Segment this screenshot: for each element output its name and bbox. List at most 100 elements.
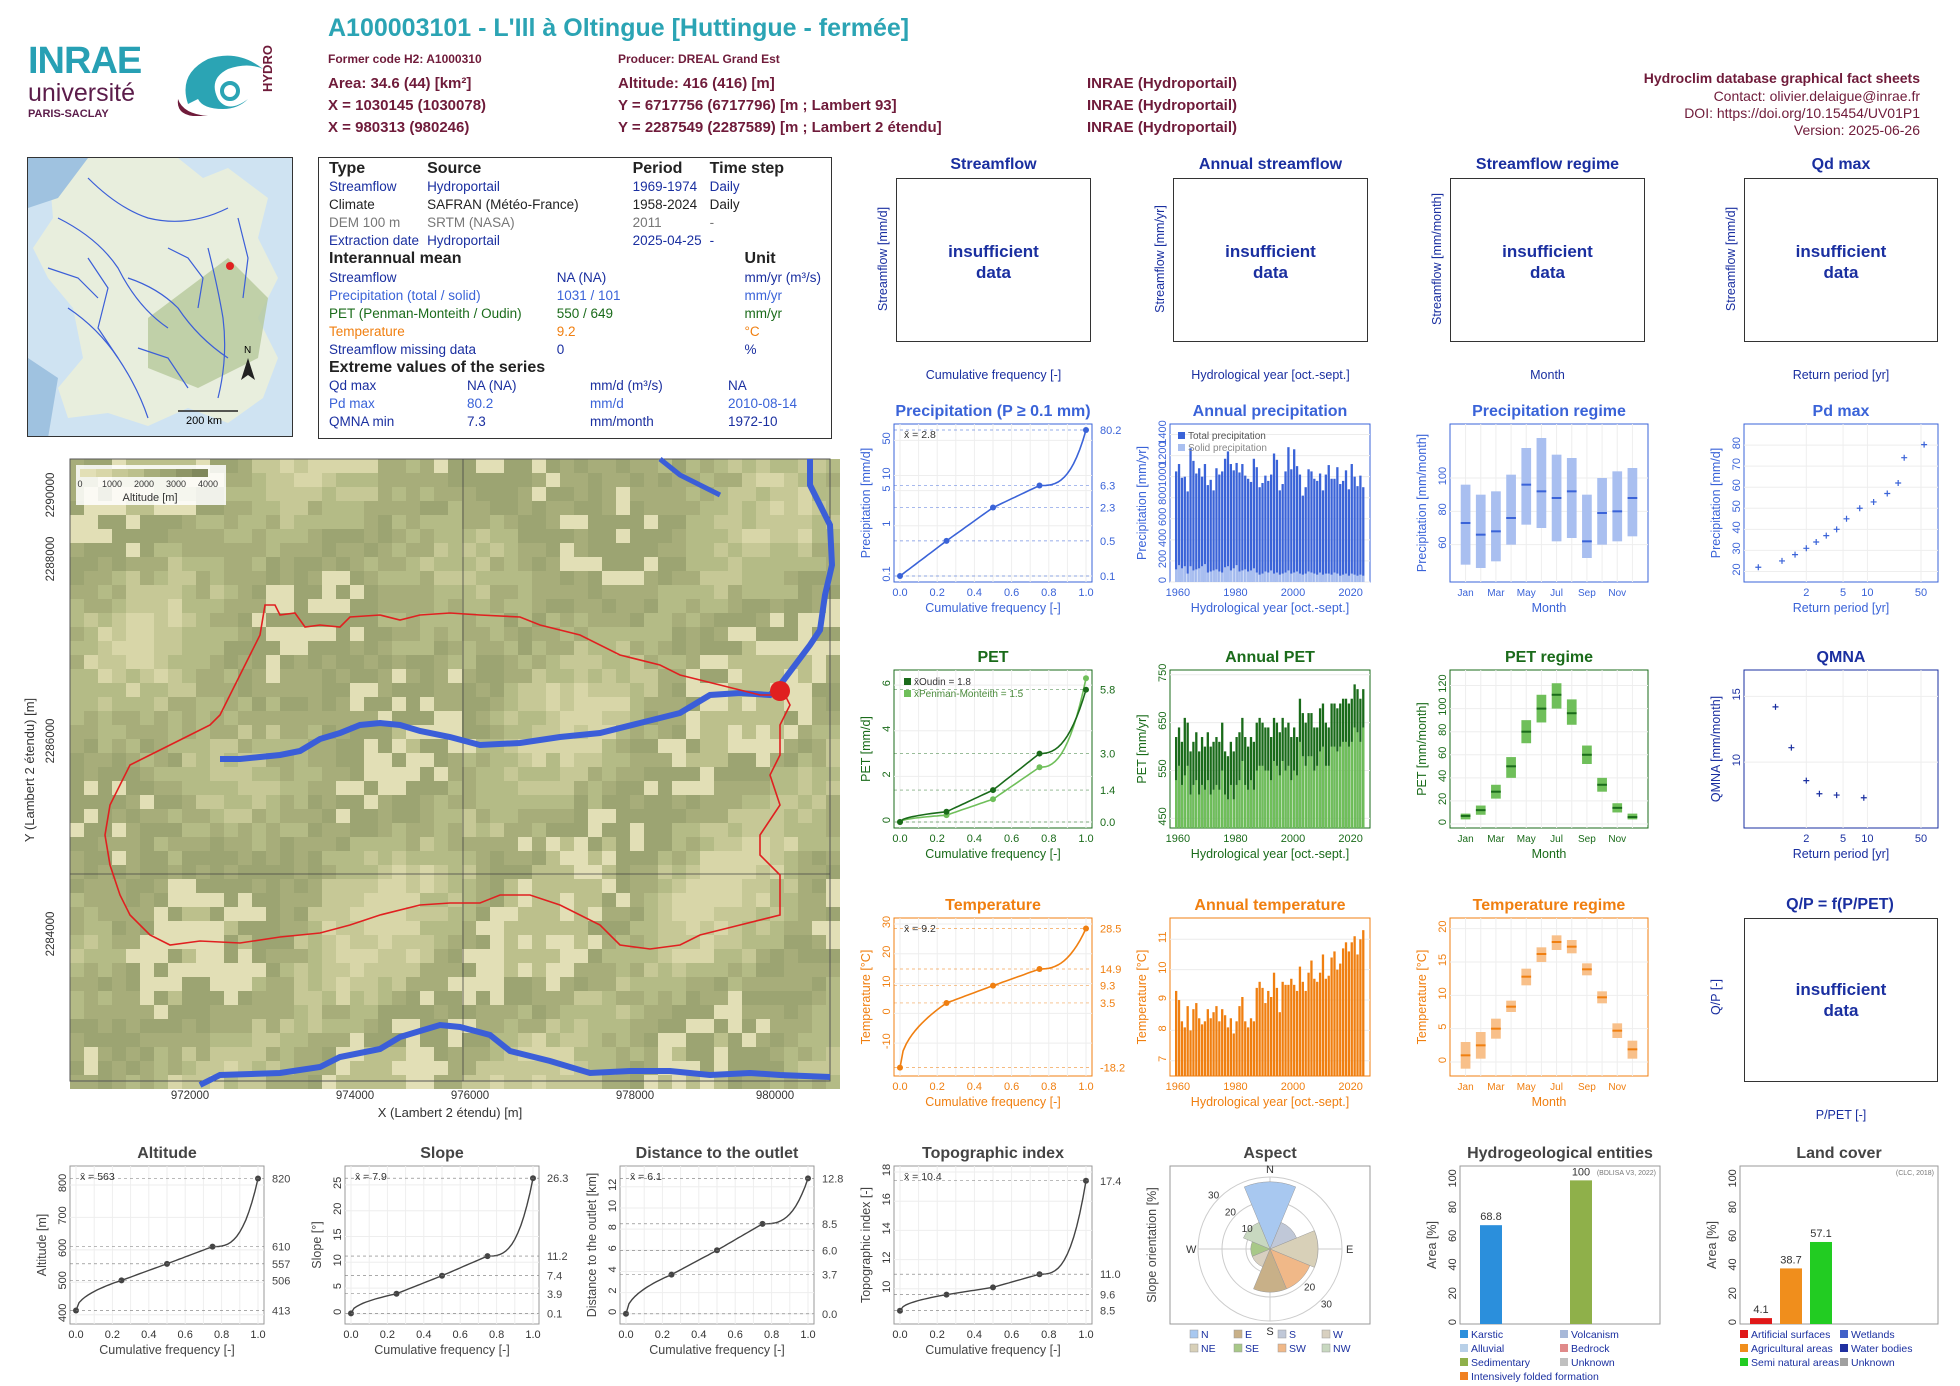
terrain-tile: [826, 1033, 840, 1047]
terrain-tile: [252, 683, 266, 697]
terrain-tile: [756, 515, 770, 529]
terrain-tile: [630, 795, 644, 809]
terrain-tile: [504, 795, 518, 809]
annual-bar-secondary: [1189, 794, 1192, 828]
terrain-tile: [532, 599, 546, 613]
terrain-tile: [686, 641, 700, 655]
terrain-tile: [714, 501, 728, 515]
terrain-tile: [826, 501, 840, 515]
terrain-tile: [322, 627, 336, 641]
terrain-tile: [714, 823, 728, 837]
terrain-tile: [196, 1061, 210, 1075]
terrain-tile: [336, 585, 350, 599]
terrain-tile: [672, 865, 686, 879]
terrain-tile: [210, 655, 224, 669]
terrain-tile: [560, 1033, 574, 1047]
x-tick-label: 0.2: [380, 1329, 395, 1341]
terrain-tile: [588, 907, 602, 921]
terrain-tile: [392, 893, 406, 907]
terrain-tile: [378, 585, 392, 599]
terrain-tile: [406, 627, 420, 641]
terrain-tile: [602, 907, 616, 921]
terrain-tile: [126, 641, 140, 655]
terrain-tile: [140, 711, 154, 725]
mean-label: x̄ = 10.4: [904, 1171, 942, 1183]
quantile-point: [990, 787, 996, 794]
y-tick-label: 80: [1727, 1201, 1739, 1213]
annual-bar: [1252, 741, 1256, 828]
x-tick-label: May: [1517, 588, 1536, 599]
terrain-tile: [630, 949, 644, 963]
terrain-tile: [98, 977, 112, 991]
terrain-tile: [826, 641, 840, 655]
terrain-tile: [210, 949, 224, 963]
x-tick-label: Jan: [1458, 834, 1474, 845]
y-tick-label: 2: [881, 771, 893, 777]
return-point: [1779, 557, 1785, 564]
terrain-tile: [546, 613, 560, 627]
terrain-tile: [434, 809, 448, 823]
terrain-tile: [322, 781, 336, 795]
terrain-tile: [504, 809, 518, 823]
terrain-tile: [728, 851, 742, 865]
y-axis-label: PET [mm/yr]: [1135, 714, 1149, 783]
terrain-tile: [406, 879, 420, 893]
terrain-tile: [154, 893, 168, 907]
terrain-tile: [476, 753, 490, 767]
quantile-point: [1036, 750, 1043, 757]
terrain-tile: [532, 571, 546, 585]
terrain-tile: [322, 585, 336, 599]
terrain-tile: [406, 935, 420, 949]
y-tick-label: 14: [881, 1222, 893, 1234]
terrain-tile: [154, 991, 168, 1005]
terrain-tile: [420, 879, 434, 893]
y-tick-label: 11: [1157, 932, 1169, 943]
terrain-tile: [504, 837, 518, 851]
terrain-tile: [308, 585, 322, 599]
terrain-tile: [182, 753, 196, 767]
terrain-tile: [448, 1033, 462, 1047]
annual-bar: [1267, 727, 1270, 828]
terrain-tile: [224, 837, 238, 851]
annual-bar-secondary: [1258, 765, 1261, 828]
terrain-tile: [602, 515, 616, 529]
x-tick-label: Jan: [1458, 1082, 1474, 1093]
terrain-tile: [560, 851, 574, 865]
terrain-tile: [280, 1047, 294, 1061]
terrain-tile: [126, 557, 140, 571]
terrain-tile: [294, 725, 308, 739]
terrain-tile: [196, 879, 210, 893]
return-point: [1895, 479, 1902, 486]
x-tick-label: 1980: [1223, 1081, 1247, 1093]
terrain-tile: [210, 837, 224, 851]
outlet-marker: [770, 681, 790, 701]
terrain-tile: [686, 935, 700, 949]
terrain-tile: [644, 837, 658, 851]
annual-bar-secondary: [1246, 571, 1250, 582]
terrain-tile: [462, 1061, 476, 1075]
terrain-tile: [140, 977, 154, 991]
terrain-tile: [224, 1075, 238, 1089]
terrain-tile: [490, 893, 504, 907]
terrain-tile: [742, 907, 756, 921]
terrain-tile: [798, 669, 812, 683]
terrain-tile: [532, 585, 546, 599]
terrain-tile: [294, 795, 308, 809]
y-tick-label: 20: [1437, 921, 1449, 933]
terrain-tile: [168, 935, 182, 949]
terrain-tile: [686, 809, 700, 823]
terrain-tile: [728, 795, 742, 809]
terrain-tile: [336, 753, 350, 767]
quantile-point: [209, 1243, 216, 1250]
terrain-tile: [700, 501, 714, 515]
y-tick-label: 2286000: [45, 719, 57, 764]
annual-bar: [1321, 490, 1325, 582]
terrain-tile: [784, 641, 798, 655]
terrain-tile: [616, 851, 630, 865]
doi-link[interactable]: DOI: https://doi.org/10.15454/UV01P1: [1684, 105, 1920, 121]
terrain-tile: [154, 1005, 168, 1019]
terrain-tile: [280, 823, 294, 837]
terrain-tile: [728, 991, 742, 1005]
terrain-tile: [280, 501, 294, 515]
terrain-tile: [686, 753, 700, 767]
